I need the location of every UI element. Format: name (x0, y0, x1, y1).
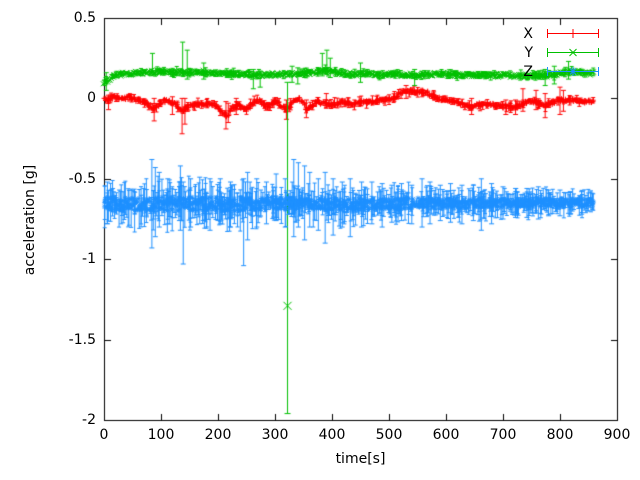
legend-item-x: X (523, 24, 603, 43)
legend-item-z: Z (523, 62, 603, 81)
x-tick-label: 600 (432, 427, 460, 443)
x-tick-label: 400 (318, 427, 346, 443)
x-tick-label: 300 (261, 427, 289, 443)
legend: X Y Z (523, 24, 603, 81)
legend-label-z: Z (523, 63, 533, 80)
x-axis-label: time[s] (335, 451, 386, 467)
legend-sample-y-errorbar-icon (547, 48, 599, 57)
y-tick-label: 0 (87, 90, 96, 107)
legend-label-x: X (523, 25, 533, 42)
y-tick-label: -0.5 (68, 170, 96, 187)
x-tick-label: 0 (99, 427, 109, 443)
y-tick-label: 0.5 (73, 10, 96, 26)
x-tick-label: 700 (489, 427, 517, 443)
x-tick-label: 900 (603, 427, 631, 443)
y-tick-label: -2 (82, 412, 96, 428)
x-tick-label: 500 (375, 427, 403, 443)
legend-sample-x-errorbar-icon (547, 29, 599, 38)
y-axis-label: acceleration [g] (22, 164, 38, 276)
legend-label-y: Y (524, 44, 533, 61)
y-tick-label: -1 (82, 251, 96, 268)
legend-item-y: Y (523, 43, 603, 62)
legend-sample-z-errorbar-icon (547, 67, 599, 76)
y-tick-label: -1.5 (68, 331, 96, 348)
x-tick-label: 800 (546, 427, 574, 443)
x-tick-label: 100 (147, 427, 175, 443)
x-tick-label: 200 (204, 427, 232, 443)
